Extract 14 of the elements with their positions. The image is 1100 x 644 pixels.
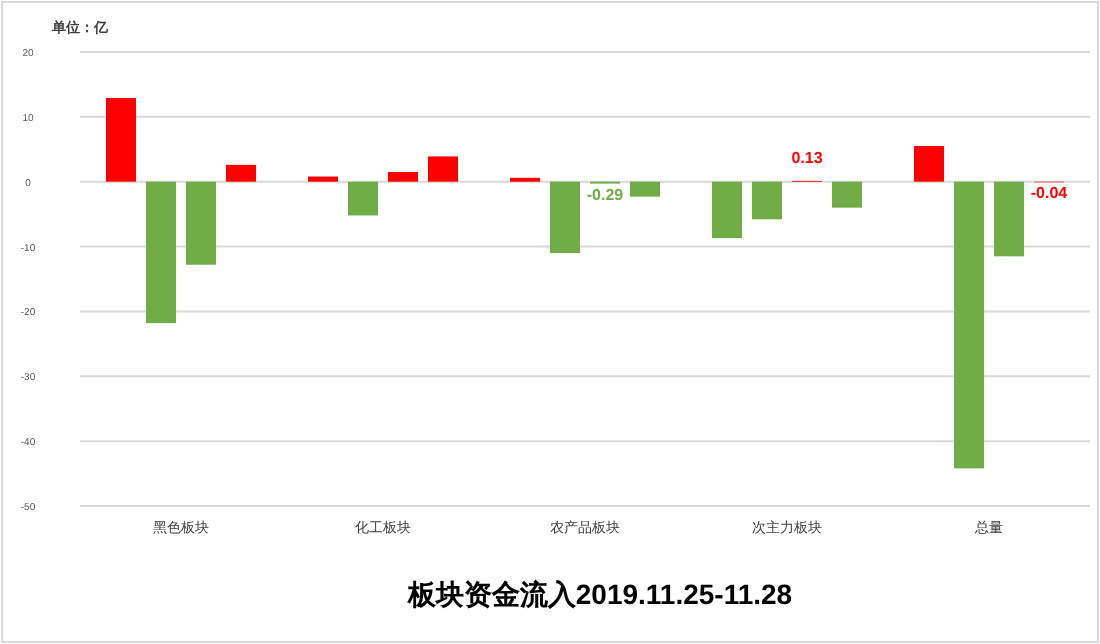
bar — [146, 181, 176, 324]
bar — [550, 181, 580, 254]
data-label: -0.29 — [586, 185, 625, 204]
text: 板块资金流入2019.11.25-11.28 — [405, 578, 793, 610]
bar — [914, 146, 944, 182]
data-label: -0.04 — [1030, 183, 1069, 202]
bar — [348, 181, 378, 216]
bar — [752, 181, 782, 220]
bar — [186, 181, 216, 265]
bar — [308, 176, 338, 182]
bar — [106, 98, 136, 182]
bar — [994, 181, 1024, 257]
bar — [954, 181, 984, 469]
data-label: 0.13 — [791, 148, 824, 167]
